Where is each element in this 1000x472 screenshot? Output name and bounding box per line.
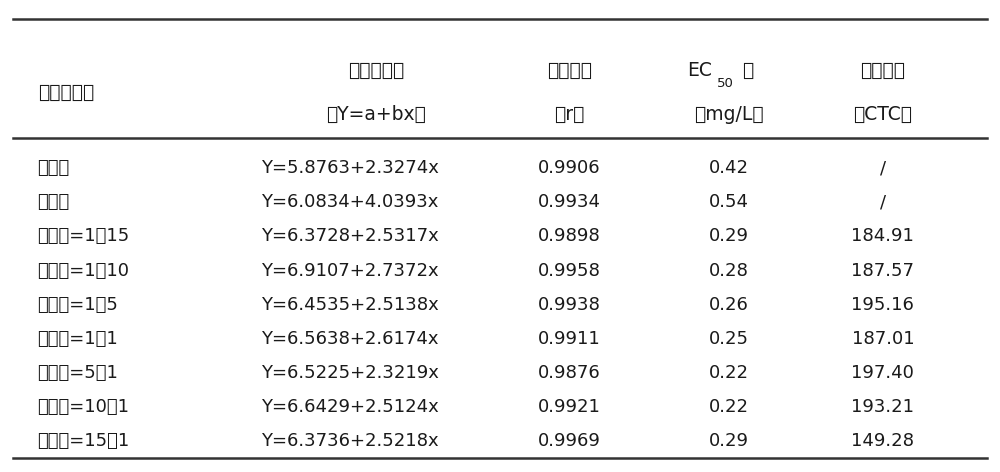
Text: Y=6.5638+2.6174x: Y=6.5638+2.6174x <box>261 329 439 347</box>
Text: 相关系数: 相关系数 <box>547 61 592 80</box>
Text: 值: 值 <box>742 61 753 80</box>
Text: （mg/L）: （mg/L） <box>694 105 764 124</box>
Text: 0.9876: 0.9876 <box>538 363 601 382</box>
Text: （Y=a+bx）: （Y=a+bx） <box>326 105 426 124</box>
Text: 0.29: 0.29 <box>709 228 749 245</box>
Text: /: / <box>880 194 886 211</box>
Text: Y=6.6429+2.5124x: Y=6.6429+2.5124x <box>261 398 439 416</box>
Text: 0.9938: 0.9938 <box>538 295 601 313</box>
Text: 0.9898: 0.9898 <box>538 228 601 245</box>
Text: 0.42: 0.42 <box>709 160 749 177</box>
Text: EC: EC <box>687 61 712 80</box>
Text: Y=6.4535+2.5138x: Y=6.4535+2.5138x <box>261 295 439 313</box>
Text: 0.9969: 0.9969 <box>538 432 601 450</box>
Text: 0.9934: 0.9934 <box>538 194 601 211</box>
Text: 叶：灭=1：5: 叶：灭=1：5 <box>38 295 118 313</box>
Text: 叶：灭=1：15: 叶：灭=1：15 <box>38 228 130 245</box>
Text: 叶：灭=10：1: 叶：灭=10：1 <box>38 398 130 416</box>
Text: 149.28: 149.28 <box>851 432 914 450</box>
Text: /: / <box>880 160 886 177</box>
Text: 共毒系数: 共毒系数 <box>860 61 905 80</box>
Text: 回归方程式: 回归方程式 <box>348 61 404 80</box>
Text: 195.16: 195.16 <box>851 295 914 313</box>
Text: 叶菌唑: 叶菌唑 <box>38 160 70 177</box>
Text: 0.54: 0.54 <box>709 194 749 211</box>
Text: 0.9906: 0.9906 <box>538 160 601 177</box>
Text: 药剂及配比: 药剂及配比 <box>38 83 94 102</box>
Text: 187.57: 187.57 <box>851 261 914 279</box>
Text: Y=6.0834+4.0393x: Y=6.0834+4.0393x <box>261 194 439 211</box>
Text: 0.9911: 0.9911 <box>538 329 601 347</box>
Text: 187.01: 187.01 <box>852 329 914 347</box>
Text: 0.9921: 0.9921 <box>538 398 601 416</box>
Text: 0.22: 0.22 <box>709 363 749 382</box>
Text: （CTC）: （CTC） <box>853 105 912 124</box>
Text: 0.22: 0.22 <box>709 398 749 416</box>
Text: Y=6.3736+2.5218x: Y=6.3736+2.5218x <box>261 432 439 450</box>
Text: 0.26: 0.26 <box>709 295 749 313</box>
Text: 叶：灭=1：1: 叶：灭=1：1 <box>38 329 118 347</box>
Text: （r）: （r） <box>554 105 585 124</box>
Text: 0.29: 0.29 <box>709 432 749 450</box>
Text: 184.91: 184.91 <box>851 228 914 245</box>
Text: 叶：灭=5：1: 叶：灭=5：1 <box>38 363 118 382</box>
Text: 叶：灭=1：10: 叶：灭=1：10 <box>38 261 130 279</box>
Text: Y=6.3728+2.5317x: Y=6.3728+2.5317x <box>261 228 439 245</box>
Text: Y=6.5225+2.3219x: Y=6.5225+2.3219x <box>261 363 439 382</box>
Text: 叶：灭=15：1: 叶：灭=15：1 <box>38 432 130 450</box>
Text: 0.25: 0.25 <box>709 329 749 347</box>
Text: Y=6.9107+2.7372x: Y=6.9107+2.7372x <box>261 261 439 279</box>
Text: 50: 50 <box>717 77 734 90</box>
Text: 0.9958: 0.9958 <box>538 261 601 279</box>
Text: 0.28: 0.28 <box>709 261 749 279</box>
Text: Y=5.8763+2.3274x: Y=5.8763+2.3274x <box>261 160 439 177</box>
Text: 灭菌丹: 灭菌丹 <box>38 194 70 211</box>
Text: 197.40: 197.40 <box>851 363 914 382</box>
Text: 193.21: 193.21 <box>851 398 914 416</box>
